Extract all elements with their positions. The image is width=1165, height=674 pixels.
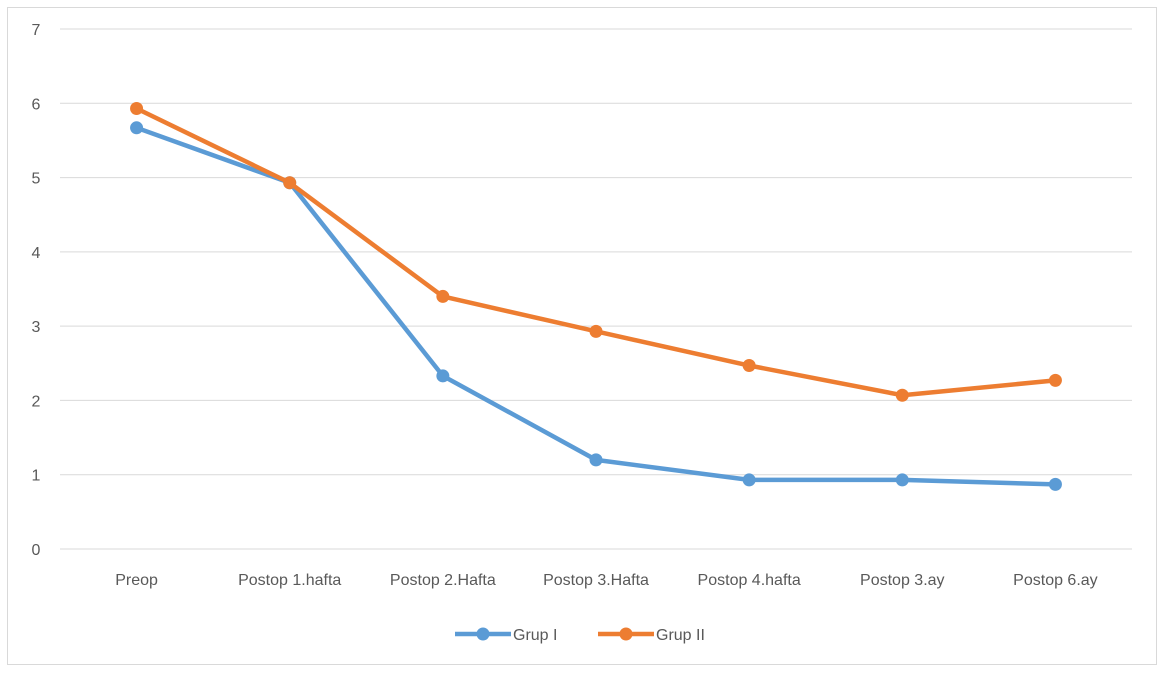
legend: Grup I Grup II xyxy=(455,627,705,644)
y-tick-label: 5 xyxy=(32,171,41,188)
data-point xyxy=(589,324,603,338)
x-tick-label: Postop 4.hafta xyxy=(698,572,801,589)
x-tick-label: Postop 3.Hafta xyxy=(543,572,649,589)
y-tick-label: 4 xyxy=(32,245,41,262)
x-tick-label: Postop 6.ay xyxy=(1013,572,1098,589)
x-tick-label: Preop xyxy=(115,572,158,589)
series-line xyxy=(134,125,1058,487)
series-group xyxy=(130,101,1062,491)
grid-lines xyxy=(60,28,1132,550)
data-point xyxy=(589,453,603,467)
legend-marker xyxy=(619,627,633,641)
series-2 xyxy=(130,101,1062,402)
x-tick-label: Postop 2.Hafta xyxy=(390,572,496,589)
y-tick-label: 0 xyxy=(32,542,41,559)
data-point xyxy=(895,473,909,487)
data-point xyxy=(130,101,144,115)
y-tick-label: 6 xyxy=(32,96,41,113)
x-tick-label: Postop 1.hafta xyxy=(238,572,341,589)
data-point xyxy=(283,176,297,190)
chart-frame xyxy=(7,7,1157,665)
data-point xyxy=(895,388,909,402)
data-point xyxy=(130,121,144,135)
legend-marker xyxy=(476,627,490,641)
legend-item: Grup I xyxy=(455,627,557,644)
data-point xyxy=(436,289,450,303)
legend-label: Grup I xyxy=(513,627,557,644)
y-tick-label: 3 xyxy=(32,319,41,336)
x-axis: Preop Postop 1.hafta Postop 2.Hafta Postop … xyxy=(115,572,1097,589)
data-point xyxy=(1048,373,1062,387)
data-point xyxy=(742,359,756,373)
legend-item: Grup II xyxy=(598,627,705,644)
y-tick-label: 2 xyxy=(32,393,41,410)
y-tick-label: 1 xyxy=(32,468,41,485)
legend-label: Grup II xyxy=(656,627,705,644)
y-tick-label: 7 xyxy=(32,22,41,39)
x-tick-label: Postop 3.ay xyxy=(860,572,945,589)
data-point xyxy=(1048,477,1062,491)
data-point xyxy=(742,473,756,487)
y-axis: 0 1 2 3 4 5 6 7 xyxy=(32,22,41,559)
series-1 xyxy=(130,121,1062,491)
data-point xyxy=(436,369,450,383)
